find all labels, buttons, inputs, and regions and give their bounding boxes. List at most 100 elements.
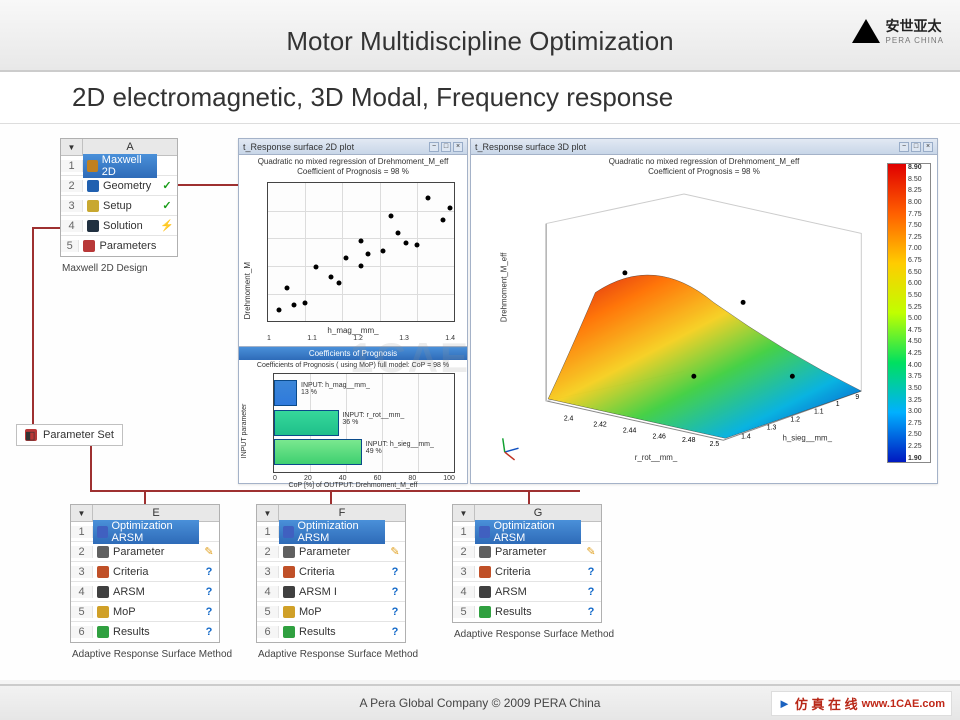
tree-row[interactable]: 3Setup✓: [61, 196, 177, 216]
tick-label: 100: [443, 475, 455, 482]
tree-row[interactable]: 4ARSM I?: [257, 582, 405, 602]
colorbar: 8.908.508.258.007.757.507.257.006.756.50…: [887, 163, 931, 463]
tree-row[interactable]: 1Maxwell 2D: [61, 156, 177, 176]
colorbar-gradient: [888, 164, 906, 462]
colorbar-tick: 2.50: [908, 431, 928, 438]
surface-titlebar[interactable]: t_Response surface 3D plot − □ ×: [471, 139, 937, 155]
row-icon: [97, 526, 108, 538]
tree-row[interactable]: 2Parameter✎: [71, 542, 219, 562]
colorbar-tick: 4.25: [908, 350, 928, 357]
scatter-point: [284, 286, 289, 291]
tree-row[interactable]: 1Optimization ARSM: [453, 522, 601, 542]
colorbar-tick: 5.50: [908, 292, 928, 299]
tree-collapse-icon[interactable]: ▼: [61, 139, 83, 155]
colorbar-tick: 4.75: [908, 327, 928, 334]
tree-row[interactable]: 3Criteria?: [71, 562, 219, 582]
scatter-ylabel: Drehmoment_M: [243, 262, 252, 319]
pencil-icon: ✎: [390, 546, 399, 558]
colorbar-tick: 3.00: [908, 408, 928, 415]
scatter-titlebar[interactable]: t_Response surface 2D plot − □ ×: [239, 139, 467, 155]
svg-text:1.2: 1.2: [790, 417, 800, 424]
tick-label: 1.1: [307, 335, 317, 342]
colorbar-tick: 7.50: [908, 222, 928, 229]
row-label: Optimization ARSM: [494, 520, 578, 544]
colorbar-tick: 8.25: [908, 187, 928, 194]
svg-text:r_rot__mm_: r_rot__mm_: [635, 453, 678, 462]
surface-plot: r_rot__mm_ h_sieg__mm_ Drehmoment_M_eff …: [487, 182, 881, 472]
row-label: Maxwell 2D: [102, 154, 153, 178]
help-icon: ?: [206, 586, 213, 598]
bolt-icon: ⚡: [160, 220, 174, 232]
row-icon: [479, 586, 491, 598]
tree-collapse-icon[interactable]: ▼: [71, 505, 93, 521]
row-icon: [83, 240, 95, 252]
bar: [274, 439, 362, 465]
colorbar-tick: 6.00: [908, 280, 928, 287]
tree-row[interactable]: 4ARSM?: [71, 582, 219, 602]
connector: [32, 227, 62, 229]
help-icon: ?: [588, 586, 595, 598]
tick-label: 80: [408, 475, 416, 482]
row-icon: [97, 606, 109, 618]
logo-icon: [852, 19, 880, 43]
colorbar-tick: 3.25: [908, 397, 928, 404]
row-label: Results: [299, 626, 336, 638]
min-icon[interactable]: −: [899, 142, 909, 152]
tree-row[interactable]: 5Results?: [453, 602, 601, 622]
tree-row[interactable]: 3Criteria?: [453, 562, 601, 582]
tree-row[interactable]: 4Solution⚡: [61, 216, 177, 236]
tree-caption: Adaptive Response Surface Method: [256, 645, 420, 664]
tree-row[interactable]: 1Optimization ARSM: [257, 522, 405, 542]
row-label: MoP: [299, 606, 322, 618]
tree-a[interactable]: ▼A1Maxwell 2D2Geometry✓3Setup✓4Solution⚡…: [60, 138, 178, 257]
tree-collapse-icon[interactable]: ▼: [257, 505, 279, 521]
scatter-point: [381, 248, 386, 253]
scatter-window: t_Response surface 2D plot − □ × Quadrat…: [238, 138, 468, 484]
parameter-set-box[interactable]: ◧ Parameter Set: [16, 424, 123, 446]
tree-row[interactable]: 5MoP?: [71, 602, 219, 622]
tree-collapse-icon[interactable]: ▼: [453, 505, 475, 521]
connector: [90, 490, 580, 492]
connector: [90, 444, 92, 490]
max-icon[interactable]: □: [441, 142, 451, 152]
tick-label: 60: [374, 475, 382, 482]
tree-row[interactable]: 6Results?: [71, 622, 219, 642]
colorbar-max: 8.90: [908, 164, 928, 171]
row-icon: [479, 526, 490, 538]
colorbar-min: 1.90: [908, 455, 928, 462]
tree-row[interactable]: 2Parameter✎: [257, 542, 405, 562]
tree-g[interactable]: ▼G1Optimization ARSM2Parameter✎3Criteria…: [452, 504, 602, 623]
colorbar-tick: 3.50: [908, 385, 928, 392]
max-icon[interactable]: □: [911, 142, 921, 152]
tree-caption: Adaptive Response Surface Method: [70, 645, 234, 664]
row-icon: [283, 546, 295, 558]
logo-text: 安世亚太: [886, 16, 944, 36]
bar-label: INPUT: h_mag__mm_13 %: [301, 382, 370, 396]
tree-e[interactable]: ▼E1Optimization ARSM2Parameter✎3Criteria…: [70, 504, 220, 643]
tree-row[interactable]: 1Optimization ARSM: [71, 522, 219, 542]
param-set-label: Parameter Set: [43, 429, 114, 441]
min-icon[interactable]: −: [429, 142, 439, 152]
tree-row[interactable]: 6Results?: [257, 622, 405, 642]
tree-row[interactable]: 3Criteria?: [257, 562, 405, 582]
connector: [330, 490, 332, 504]
help-icon: ?: [392, 626, 399, 638]
row-label: Criteria: [113, 566, 148, 578]
tree-row[interactable]: 2Geometry✓: [61, 176, 177, 196]
tree-row[interactable]: 2Parameter✎: [453, 542, 601, 562]
bar-ylabel: INPUT parameter: [241, 404, 248, 459]
close-icon[interactable]: ×: [923, 142, 933, 152]
scatter-point: [336, 280, 341, 285]
svg-text:2.44: 2.44: [623, 428, 637, 435]
tree-row[interactable]: 4ARSM?: [453, 582, 601, 602]
row-icon: [479, 546, 491, 558]
row-icon: [87, 220, 99, 232]
tree-row[interactable]: 5MoP?: [257, 602, 405, 622]
tick-label: 20: [304, 475, 312, 482]
tree-row[interactable]: 5Parameters: [61, 236, 177, 256]
colorbar-tick: 2.25: [908, 443, 928, 450]
close-icon[interactable]: ×: [453, 142, 463, 152]
row-label: Criteria: [495, 566, 530, 578]
tree-f[interactable]: ▼F1Optimization ARSM2Parameter✎3Criteria…: [256, 504, 406, 643]
connector: [178, 184, 238, 186]
